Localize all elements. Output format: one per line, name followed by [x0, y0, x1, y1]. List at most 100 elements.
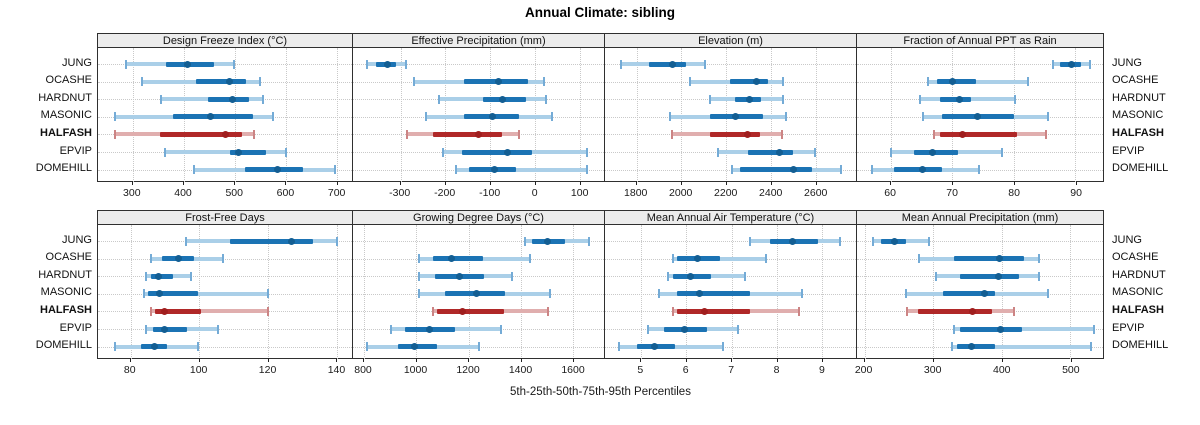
cap-5th	[366, 59, 369, 69]
range-band-5-95	[455, 167, 587, 172]
x-axis-tick	[1001, 358, 1003, 362]
cap-95th	[1001, 147, 1004, 157]
gridline-vertical	[573, 225, 575, 359]
x-tick-label: 500	[1062, 364, 1080, 376]
range-band-25-75	[953, 256, 1025, 262]
median-dot	[919, 166, 927, 174]
panel-plot-area	[353, 225, 604, 359]
panel-growing-degree-days-c: Growing Degree Days (°C)	[352, 210, 604, 359]
median-dot	[996, 325, 1004, 333]
station-label-left-masonic: MASONIC	[40, 109, 92, 122]
station-label-left-ocashe: OCASHE	[45, 74, 92, 87]
median-dot	[731, 113, 739, 121]
cap-5th	[906, 306, 909, 316]
range-band-25-75	[940, 131, 1017, 137]
cap-95th	[258, 77, 261, 87]
cap-5th	[125, 59, 128, 69]
gridline-horizontal	[857, 64, 1103, 65]
x-tick-label: 0	[531, 187, 538, 199]
cap-95th	[1012, 306, 1015, 316]
station-label-right-halfash: HALFASH	[1112, 303, 1164, 316]
panel-effective-precipitation-mm: Effective Precipitation (mm)	[352, 33, 604, 182]
range-band-25-75	[748, 149, 794, 155]
panel-plot-area	[353, 48, 604, 182]
range-band-25-75	[196, 79, 246, 85]
cap-5th	[935, 271, 938, 281]
cap-95th	[517, 129, 520, 139]
cap-5th	[922, 112, 925, 122]
x-axis-tick	[131, 181, 133, 185]
x-axis-tick	[770, 181, 772, 185]
x-tick-label: 9	[819, 364, 825, 376]
station-label-left-hardnut: HARDNUT	[38, 91, 92, 104]
range-band-25-75	[677, 291, 750, 297]
range-band-25-75	[960, 326, 1023, 332]
range-band-25-75	[957, 344, 995, 350]
cap-95th	[781, 77, 784, 87]
station-label-right-ocashe: OCASHE	[1112, 251, 1159, 264]
panel-strip-title: Mean Annual Precipitation (mm)	[901, 212, 1059, 224]
station-label-right-halfash: HALFASH	[1112, 126, 1164, 139]
range-band-25-75	[437, 308, 504, 314]
cap-5th	[688, 77, 691, 87]
cap-5th	[164, 147, 167, 157]
x-tick-label: 800	[354, 364, 372, 376]
cap-95th	[737, 324, 740, 334]
gridline-vertical	[890, 48, 892, 182]
x-axis-tick	[468, 358, 470, 362]
range-band-25-75	[152, 326, 188, 332]
x-axis-tick	[725, 181, 727, 185]
x-axis-tick	[183, 181, 185, 185]
station-label-right-hardnut: HARDNUT	[1112, 91, 1166, 104]
x-tick-label: 1200	[456, 364, 480, 376]
median-dot	[494, 78, 502, 86]
x-tick-label: 1400	[508, 364, 533, 376]
x-axis-tick	[573, 358, 575, 362]
cap-95th	[1046, 112, 1049, 122]
cap-95th	[721, 342, 724, 352]
gridline-vertical	[416, 225, 418, 359]
station-label-right-jung: JUNG	[1112, 233, 1142, 246]
station-label-left-epvip: EPVIP	[59, 321, 92, 334]
x-tick-label: 140	[327, 364, 346, 376]
cap-95th	[405, 59, 408, 69]
x-axis-tick	[863, 358, 865, 362]
cap-95th	[548, 289, 551, 299]
cap-5th	[417, 254, 420, 264]
x-tick-label: 70	[946, 187, 958, 199]
median-dot	[775, 148, 783, 156]
cap-95th	[585, 165, 588, 175]
median-dot	[745, 95, 753, 103]
cap-5th	[730, 165, 733, 175]
panel-strip: Design Freeze Index (°C)	[98, 34, 352, 48]
x-tick-label: 120	[258, 364, 277, 376]
median-dot	[488, 113, 496, 121]
cap-5th	[524, 236, 527, 246]
cap-95th	[781, 94, 784, 104]
x-axis-tick	[680, 181, 682, 185]
cap-5th	[708, 94, 711, 104]
cap-95th	[977, 165, 980, 175]
x-axis-tick	[579, 181, 581, 185]
cap-95th	[252, 129, 255, 139]
cap-5th	[366, 342, 369, 352]
cap-95th	[542, 77, 545, 87]
range-band-25-75	[154, 308, 201, 314]
range-band-5-95	[927, 79, 1028, 84]
median-dot	[273, 166, 281, 174]
median-dot	[956, 95, 964, 103]
median-dot	[996, 255, 1004, 263]
x-axis-tick	[1076, 181, 1078, 185]
x-tick-label: 200	[854, 364, 873, 376]
panel-elevation-m: Elevation (m)	[604, 33, 856, 182]
median-dot	[1067, 60, 1075, 68]
median-dot	[175, 255, 183, 263]
x-axis-tick	[336, 181, 338, 185]
station-label-left-domehill: DOMEHILL	[35, 339, 92, 352]
x-tick-label: 1600	[561, 364, 585, 376]
range-band-25-75	[710, 131, 761, 137]
x-axis-tick	[415, 358, 417, 362]
cap-95th	[233, 59, 236, 69]
median-dot	[234, 148, 242, 156]
gridline-vertical	[641, 225, 643, 359]
